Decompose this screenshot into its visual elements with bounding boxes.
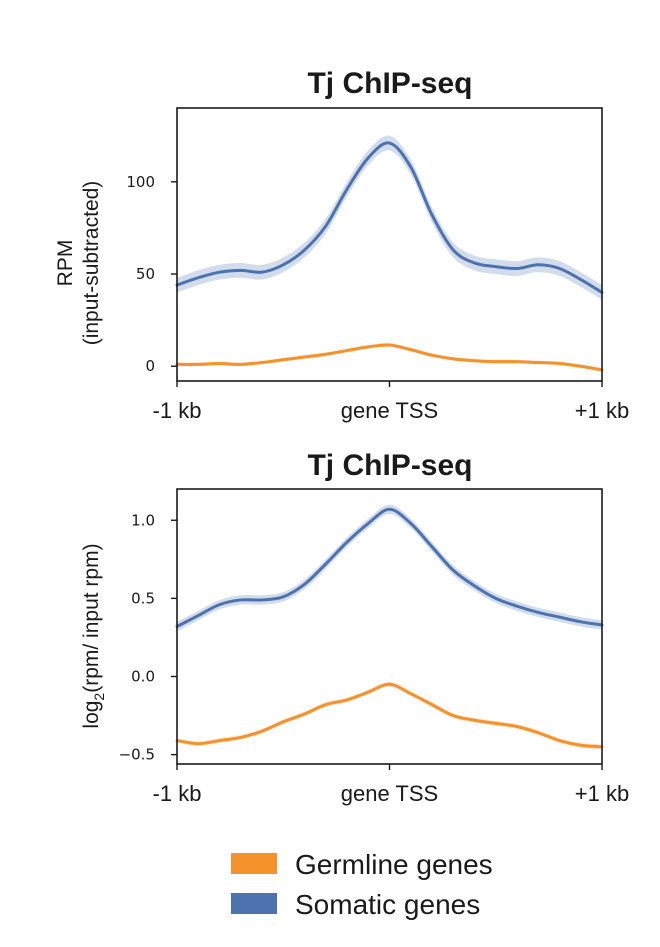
chart-top-line-germline-genes — [175, 343, 604, 372]
chart-bottom-title: Tj ChIP-seq — [307, 449, 472, 482]
chart-top-line-somatic-genes — [175, 141, 604, 294]
chart-bottom-ytick-label: 0.5 — [131, 589, 155, 607]
chart-bottom-xtick-label: -1 kb — [153, 781, 202, 806]
chart-top-band-germline-genes — [177, 343, 602, 372]
chart-bottom-y-axis: −0.5 0.0 0.5 1.0 — [119, 511, 177, 764]
chart-bottom-line-somatic-genes — [175, 507, 604, 628]
chart-top-xtick-label: gene TSS — [341, 398, 438, 423]
chart-top-band-somatic-genes — [177, 135, 602, 300]
chart-top-xtick-label: -1 kb — [153, 398, 202, 423]
chart-bottom-ytick-label: 0.0 — [131, 668, 155, 686]
chart-bottom-ylabel-main: log — [80, 701, 103, 729]
chart-top-ytick-label: 50 — [136, 265, 155, 283]
chart-top-y-axis: 0 50 100 — [126, 173, 177, 375]
legend-label-germline: Germline genes — [295, 849, 493, 880]
chart-top-ylabel: RPM (input-subtracted) — [54, 181, 103, 346]
legend: Germline genes Somatic genes — [231, 849, 493, 920]
chart-top-title: Tj ChIP-seq — [307, 67, 472, 100]
chart-top-ylabel-line1: RPM — [54, 240, 77, 287]
chart-bottom-ylabel-sub: 2 — [91, 693, 107, 701]
chart-bottom-xtick-label: gene TSS — [341, 781, 438, 806]
chart-bottom-ylabel-text: log2(rpm/ input rpm) — [80, 543, 107, 728]
chart-bottom-ytick-label: 1.0 — [131, 511, 155, 529]
chart-top-ytick-label: 0 — [145, 357, 155, 375]
chart-bottom-x-axis: -1 kb gene TSS +1 kb — [153, 764, 629, 806]
chart-top-xtick-label: +1 kb — [575, 398, 629, 423]
chart-bottom-line-germline-genes — [175, 682, 604, 749]
chart-bottom: Tj ChIP-seq log2(rpm/ input rpm) −0.5 0.0… — [80, 449, 629, 806]
chart-bottom-ytick-label: −0.5 — [119, 746, 155, 764]
chart-top: Tj ChIP-seq RPM (input-subtracted) 0 50 10… — [54, 67, 629, 423]
legend-swatch-somatic — [231, 893, 277, 914]
chart-bottom-frame — [176, 488, 603, 765]
legend-label-somatic: Somatic genes — [295, 889, 480, 920]
chart-bottom-band-germline-genes — [177, 681, 602, 750]
chart-top-x-axis: -1 kb gene TSS +1 kb — [153, 381, 629, 423]
chart-bottom-ylabel: log2(rpm/ input rpm) — [80, 543, 107, 728]
chart-top-ytick-label: 100 — [126, 173, 155, 191]
legend-swatch-germline — [231, 853, 277, 874]
chart-bottom-xtick-label: +1 kb — [575, 781, 629, 806]
chart-top-plot-area — [175, 135, 604, 372]
chart-bottom-ylabel-rest: (rpm/ input rpm) — [80, 543, 103, 692]
chart-top-ylabel-line2: (input-subtracted) — [80, 181, 103, 346]
chart-bottom-plot-area — [175, 504, 604, 750]
